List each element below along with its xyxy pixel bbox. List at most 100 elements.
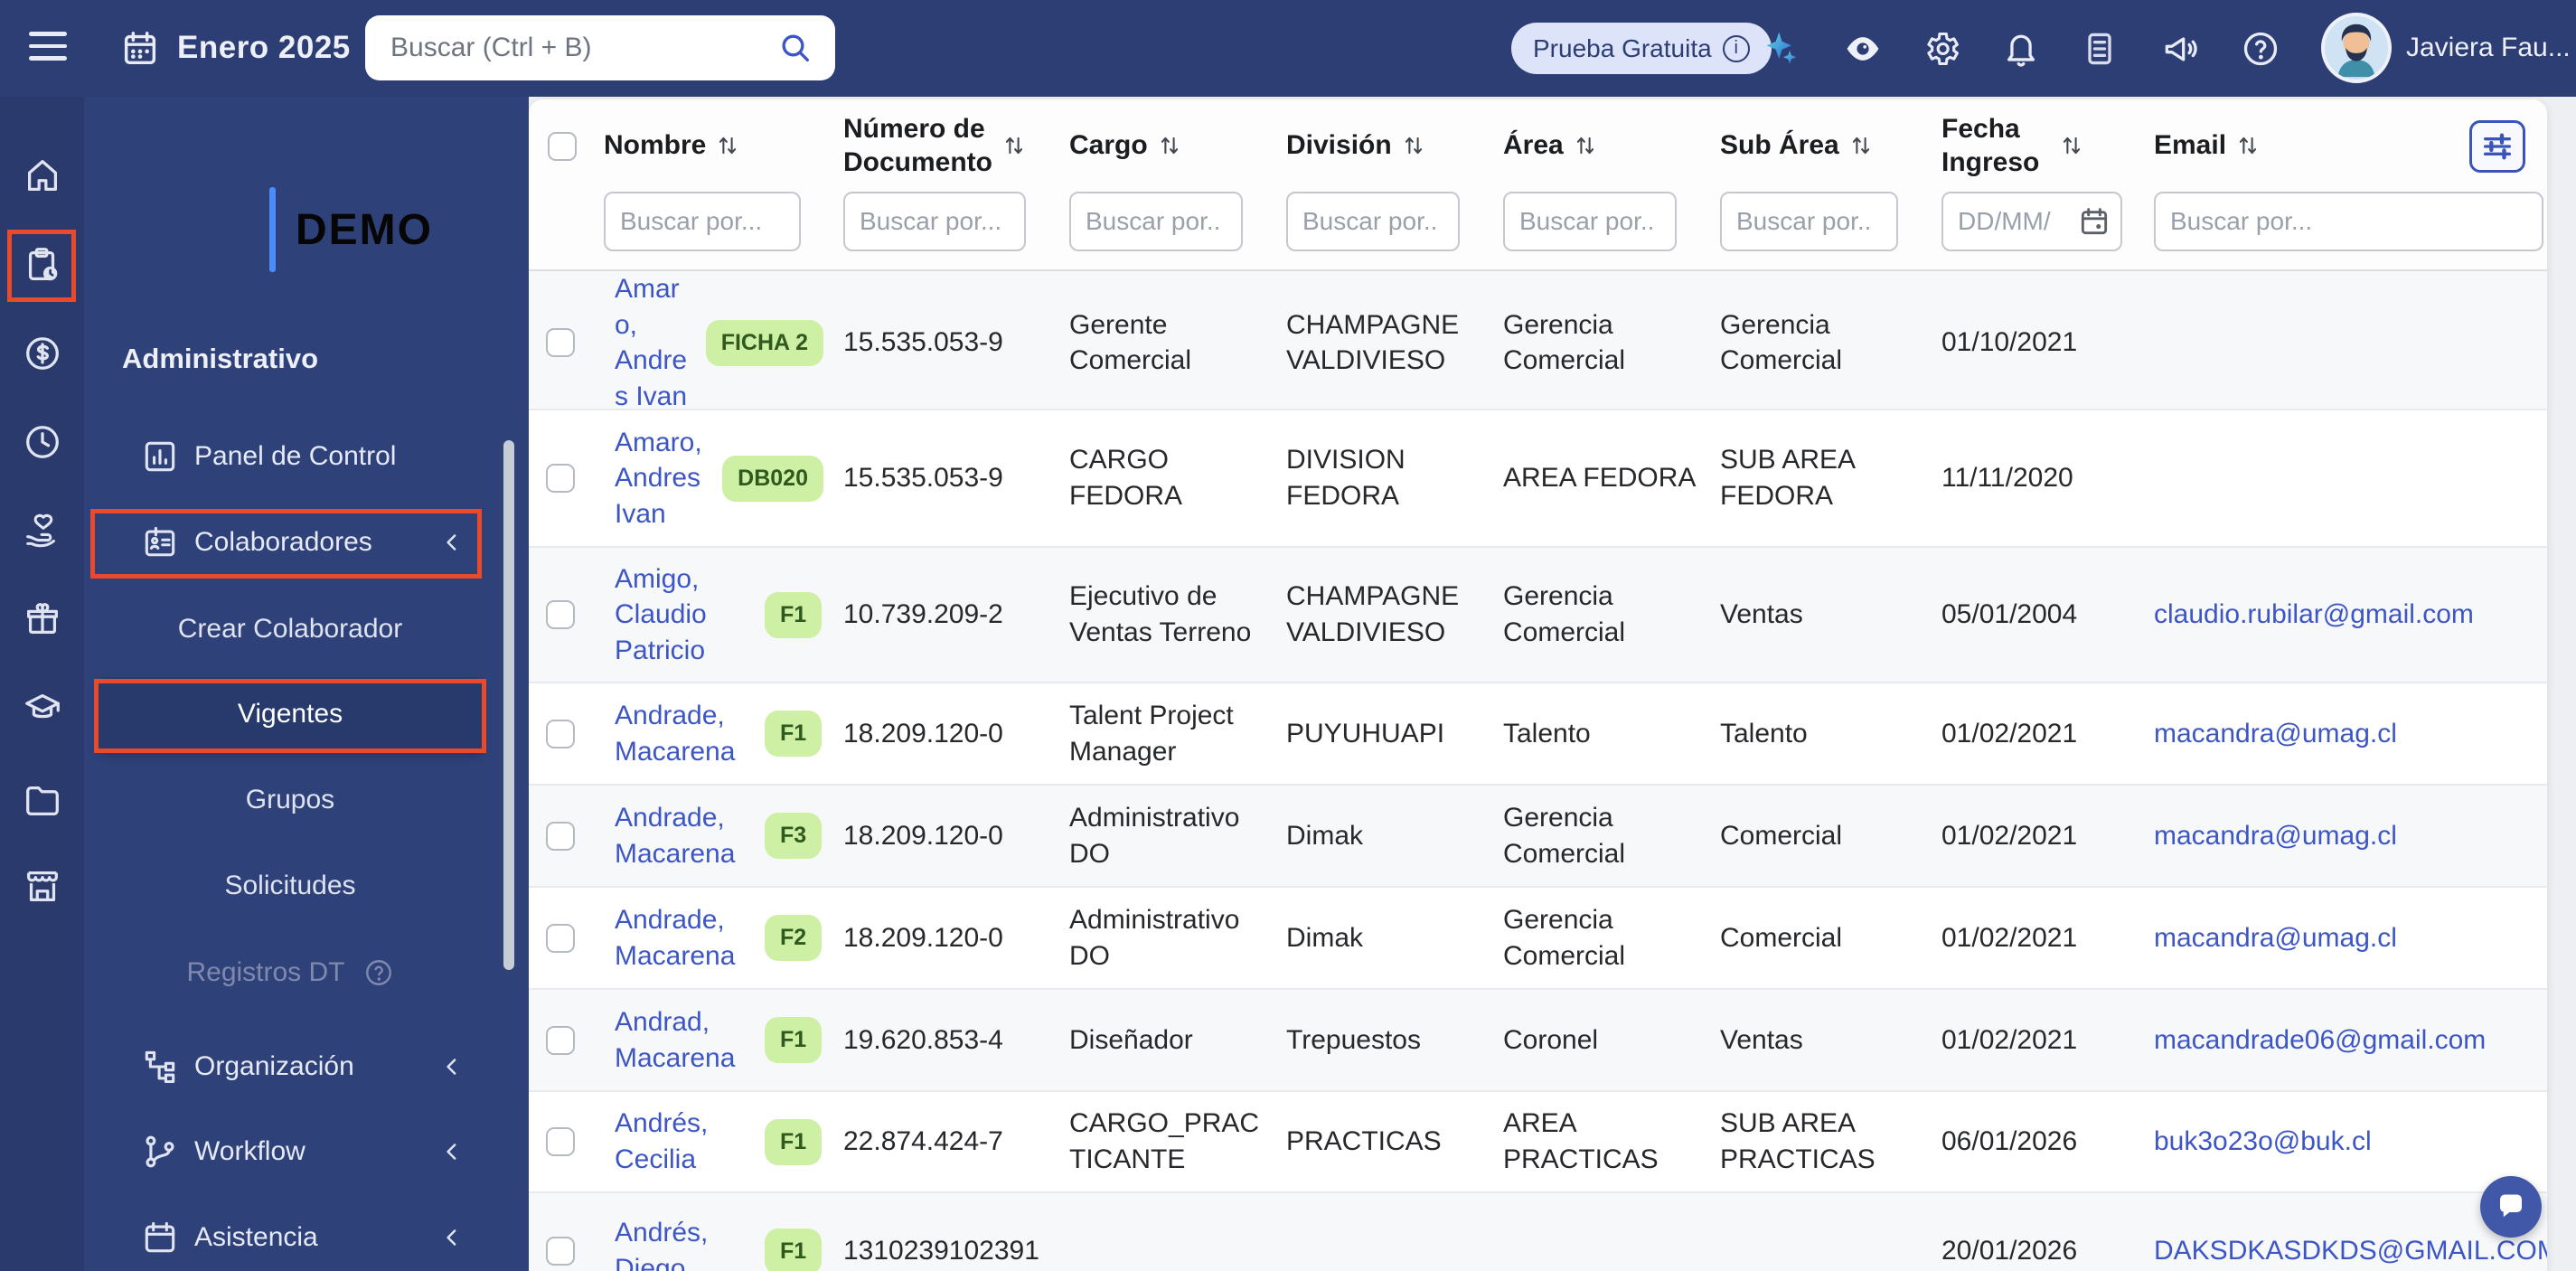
email-link[interactable]: macandra@umag.cl — [2154, 922, 2397, 953]
ficha-badge: DB020 — [722, 455, 823, 502]
announcements-megaphone-icon[interactable] — [2160, 29, 2200, 69]
sort-icon[interactable] — [1159, 132, 1180, 159]
cell-area: Gerencia Comercial — [1503, 904, 1626, 971]
column-label[interactable]: Área — [1503, 130, 1564, 161]
sort-icon[interactable] — [2237, 132, 2259, 159]
employee-name-link[interactable]: Amaro, Andres Ivan — [615, 427, 702, 529]
sidebar-item-grupos[interactable]: Grupos — [98, 763, 483, 837]
column-label[interactable]: Cargo — [1069, 130, 1148, 161]
email-link[interactable]: macandra@umag.cl — [2154, 718, 2397, 748]
email-link[interactable]: claudio.rubilar@gmail.com — [2154, 599, 2474, 630]
row-checkbox[interactable] — [545, 923, 575, 953]
sort-icon[interactable] — [1003, 132, 1025, 159]
sidebar-item-solicitudes[interactable]: Solicitudes — [98, 849, 483, 923]
employee-name-link[interactable]: Amigo, Claudio Patricio — [615, 563, 707, 665]
sidebar-item-workflow[interactable]: Workflow — [84, 1115, 529, 1189]
training-graduation-icon[interactable] — [22, 687, 63, 729]
cell-fecha: 01/02/2021 — [1941, 1024, 2078, 1055]
row-checkbox[interactable] — [545, 464, 575, 493]
sidebar-item-vigentes[interactable]: Vigentes — [98, 677, 483, 751]
email-link[interactable]: DAKSDKASDKDS@GMAIL.COM — [2154, 1236, 2547, 1266]
employee-name-link[interactable]: Andrés, Cecilia — [615, 1108, 709, 1174]
sidebar-item-label: Colaboradores — [194, 527, 372, 557]
cell-cargo: Talent Project Manager — [1069, 700, 1234, 767]
filter-nombre-input[interactable] — [604, 192, 801, 251]
filter-documento-input[interactable] — [843, 192, 1026, 251]
column-label[interactable]: Sub Área — [1720, 130, 1839, 161]
row-checkbox[interactable] — [545, 1025, 575, 1055]
sort-icon[interactable] — [1403, 132, 1424, 159]
column-division: División — [1279, 99, 1496, 251]
chat-widget-button[interactable] — [2480, 1176, 2542, 1238]
table-row: Andrad, Macarena F1 19.620.853-4 Diseñador T… — [529, 988, 2547, 1090]
home-icon[interactable] — [22, 155, 63, 196]
column-settings-button[interactable] — [2469, 120, 2525, 173]
sidebar-item-panel-de-control[interactable]: Panel de Control — [84, 419, 529, 494]
trial-badge[interactable]: Prueba Gratuita i — [1511, 23, 1772, 74]
help-icon[interactable] — [2241, 29, 2280, 69]
filter-email-input[interactable] — [2154, 192, 2543, 251]
email-link[interactable]: macandrade06@gmail.com — [2154, 1024, 2487, 1055]
email-link[interactable]: buk3o23o@buk.cl — [2154, 1126, 2372, 1157]
settings-gear-icon[interactable] — [1922, 29, 1961, 69]
documents-folder-icon[interactable] — [22, 779, 63, 821]
filter-area-input[interactable] — [1503, 192, 1677, 251]
history-clock-icon[interactable] — [22, 421, 63, 463]
column-label[interactable]: Nombre — [604, 130, 707, 161]
row-checkbox[interactable] — [545, 600, 575, 629]
gift-icon[interactable] — [22, 598, 63, 640]
email-link[interactable]: macandra@umag.cl — [2154, 820, 2397, 851]
row-checkbox[interactable] — [545, 821, 575, 851]
employee-name-link[interactable]: Andrade, Macarena — [615, 700, 736, 767]
period-label[interactable]: Enero 2025 — [177, 30, 351, 65]
payments-icon[interactable] — [22, 333, 63, 374]
notifications-bell-icon[interactable] — [2001, 29, 2041, 69]
filter-fecha-input[interactable] — [1941, 192, 2122, 251]
column-label[interactable]: Fecha Ingreso — [1941, 113, 2040, 178]
row-checkbox[interactable] — [545, 719, 575, 748]
user-avatar[interactable] — [2321, 13, 2392, 83]
row-checkbox[interactable] — [545, 1237, 575, 1266]
sidebar-item-colaboradores[interactable]: Colaboradores — [84, 505, 529, 579]
filter-division-input[interactable] — [1286, 192, 1460, 251]
cell-subarea: Ventas — [1720, 599, 1803, 630]
global-search-input[interactable] — [365, 15, 835, 80]
select-all-checkbox[interactable] — [547, 132, 577, 161]
row-checkbox[interactable] — [545, 328, 575, 358]
sidebar-item-crear-colaborador[interactable]: Crear Colaborador — [98, 592, 483, 666]
watch-mode-eye-icon[interactable] — [1843, 29, 1883, 69]
employee-name-link[interactable]: Andrade, Macarena — [615, 904, 736, 971]
column-label[interactable]: Número de Documento — [843, 113, 992, 178]
ai-sparkle-icon[interactable] — [1761, 29, 1800, 69]
column-label[interactable]: Email — [2154, 130, 2227, 161]
sort-icon[interactable] — [2061, 132, 2082, 159]
changelog-list-icon[interactable] — [2080, 29, 2120, 69]
period-calendar-icon[interactable] — [119, 27, 161, 69]
column-label[interactable]: División — [1286, 130, 1392, 161]
employee-name-link[interactable]: Andrade, Macarena — [615, 802, 736, 869]
cell-fecha: 01/10/2021 — [1941, 327, 2078, 358]
marketplace-store-icon[interactable] — [22, 865, 63, 907]
sidebar-item-organizacion[interactable]: Organización — [84, 1030, 529, 1104]
employee-name-link[interactable]: Amaro, Andres Ivan — [615, 274, 688, 411]
sort-icon[interactable] — [1850, 132, 1872, 159]
employee-name-link[interactable]: Andrés, Diego — [615, 1218, 709, 1271]
benefits-hand-heart-icon[interactable] — [22, 510, 63, 551]
clipboard-clock-icon[interactable] — [22, 244, 63, 286]
filter-cargo-input[interactable] — [1069, 192, 1243, 251]
sidebar-item-asistencia[interactable]: Asistencia — [84, 1200, 529, 1271]
sort-icon[interactable] — [717, 132, 738, 159]
cell-division: Dimak — [1286, 922, 1364, 953]
row-checkbox[interactable] — [545, 1127, 575, 1156]
sidebar-item-registros-dt[interactable]: Registros DT — [98, 936, 483, 1010]
top-navbar: Enero 2025 Prueba Gratuita i — [0, 0, 2576, 97]
ficha-badge: F1 — [765, 711, 823, 757]
sort-icon[interactable] — [1575, 132, 1596, 159]
filter-subarea-input[interactable] — [1720, 192, 1898, 251]
user-name[interactable]: Javiera Fau... — [2406, 33, 2571, 62]
employee-name-link[interactable]: Andrad, Macarena — [615, 1006, 736, 1073]
cell-cargo: Ejecutivo de Ventas Terreno — [1069, 581, 1252, 647]
sidebar-scrollbar[interactable] — [503, 440, 514, 970]
hamburger-menu-icon[interactable] — [29, 32, 67, 64]
cell-fecha: 20/01/2026 — [1941, 1236, 2078, 1266]
